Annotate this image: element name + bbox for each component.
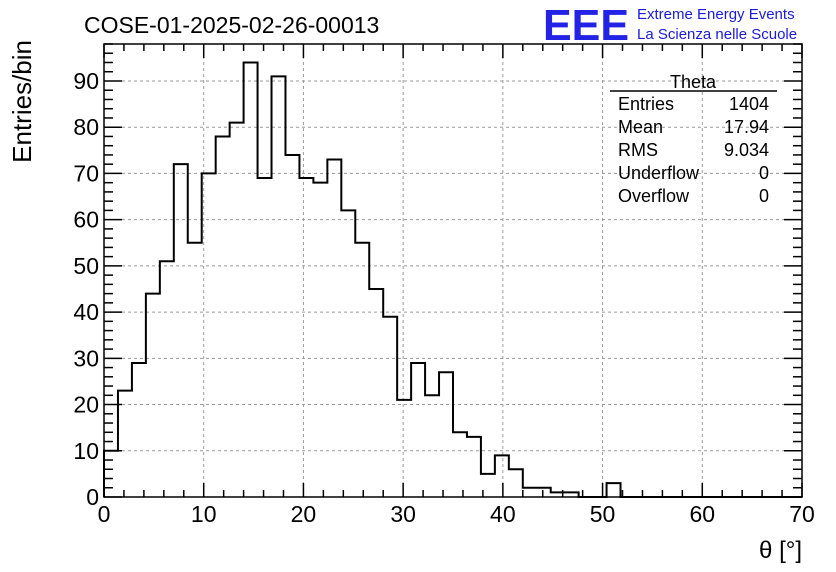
stats-row-value: 1404 — [729, 94, 769, 114]
stats-row-label: Overflow — [618, 186, 690, 206]
x-tick-labels: 0 10 20 30 40 50 60 70 — [98, 501, 815, 527]
plot-frame — [103, 43, 803, 498]
x-tick-label: 10 — [191, 501, 217, 527]
stats-row-label: Underflow — [618, 163, 700, 183]
stats-row-label: RMS — [618, 140, 658, 160]
x-tick-label: 60 — [689, 501, 715, 527]
run-title: COSE-01-2025-02-26-00013 — [84, 12, 379, 38]
stats-row-value: 0 — [759, 186, 769, 206]
stats-row-value: 17.94 — [724, 117, 769, 137]
stats-row-label: Mean — [618, 117, 663, 137]
y-tick-label: 40 — [73, 299, 99, 325]
y-tick-label: 80 — [73, 114, 99, 140]
y-tick-label: 60 — [73, 207, 99, 233]
y-tick-label: 0 — [86, 484, 99, 510]
x-tick-label: 70 — [789, 501, 815, 527]
logo-line-1: Extreme Energy Events — [637, 6, 795, 23]
x-tick-label: 30 — [390, 501, 416, 527]
histogram-line — [103, 61, 802, 498]
y-tick-label: 90 — [73, 68, 99, 94]
x-tick-label: 50 — [590, 501, 616, 527]
axis-ticks — [103, 43, 803, 498]
y-tick-label: 30 — [73, 345, 99, 371]
stats-row-value: 0 — [759, 163, 769, 183]
y-tick-label: 70 — [73, 160, 99, 186]
y-tick-label: 50 — [73, 253, 99, 279]
stats-row-label: Entries — [618, 94, 674, 114]
stats-rows: Entries 1404 Mean 17.94 RMS 9.034 Underflow 0 Ov… — [618, 94, 769, 206]
stats-title: Theta — [670, 72, 717, 92]
x-axis-title: θ [°] — [759, 537, 802, 564]
eee-logo: EEE — [543, 1, 629, 50]
x-tick-label: 20 — [291, 501, 317, 527]
y-tick-labels: 0 10 20 30 40 50 60 70 80 90 — [73, 68, 99, 510]
y-axis-title: Entries/bin — [7, 40, 37, 163]
x-tick-label: 0 — [98, 501, 111, 527]
x-tick-label: 40 — [490, 501, 516, 527]
logo-line-2: La Scienza nelle Scuole — [637, 26, 797, 43]
stats-row-value: 9.034 — [724, 140, 769, 160]
y-tick-label: 10 — [73, 438, 99, 464]
y-tick-label: 20 — [73, 392, 99, 418]
stats-box: Theta Entries 1404 Mean 17.94 RMS 9.034 Underf… — [610, 72, 777, 206]
